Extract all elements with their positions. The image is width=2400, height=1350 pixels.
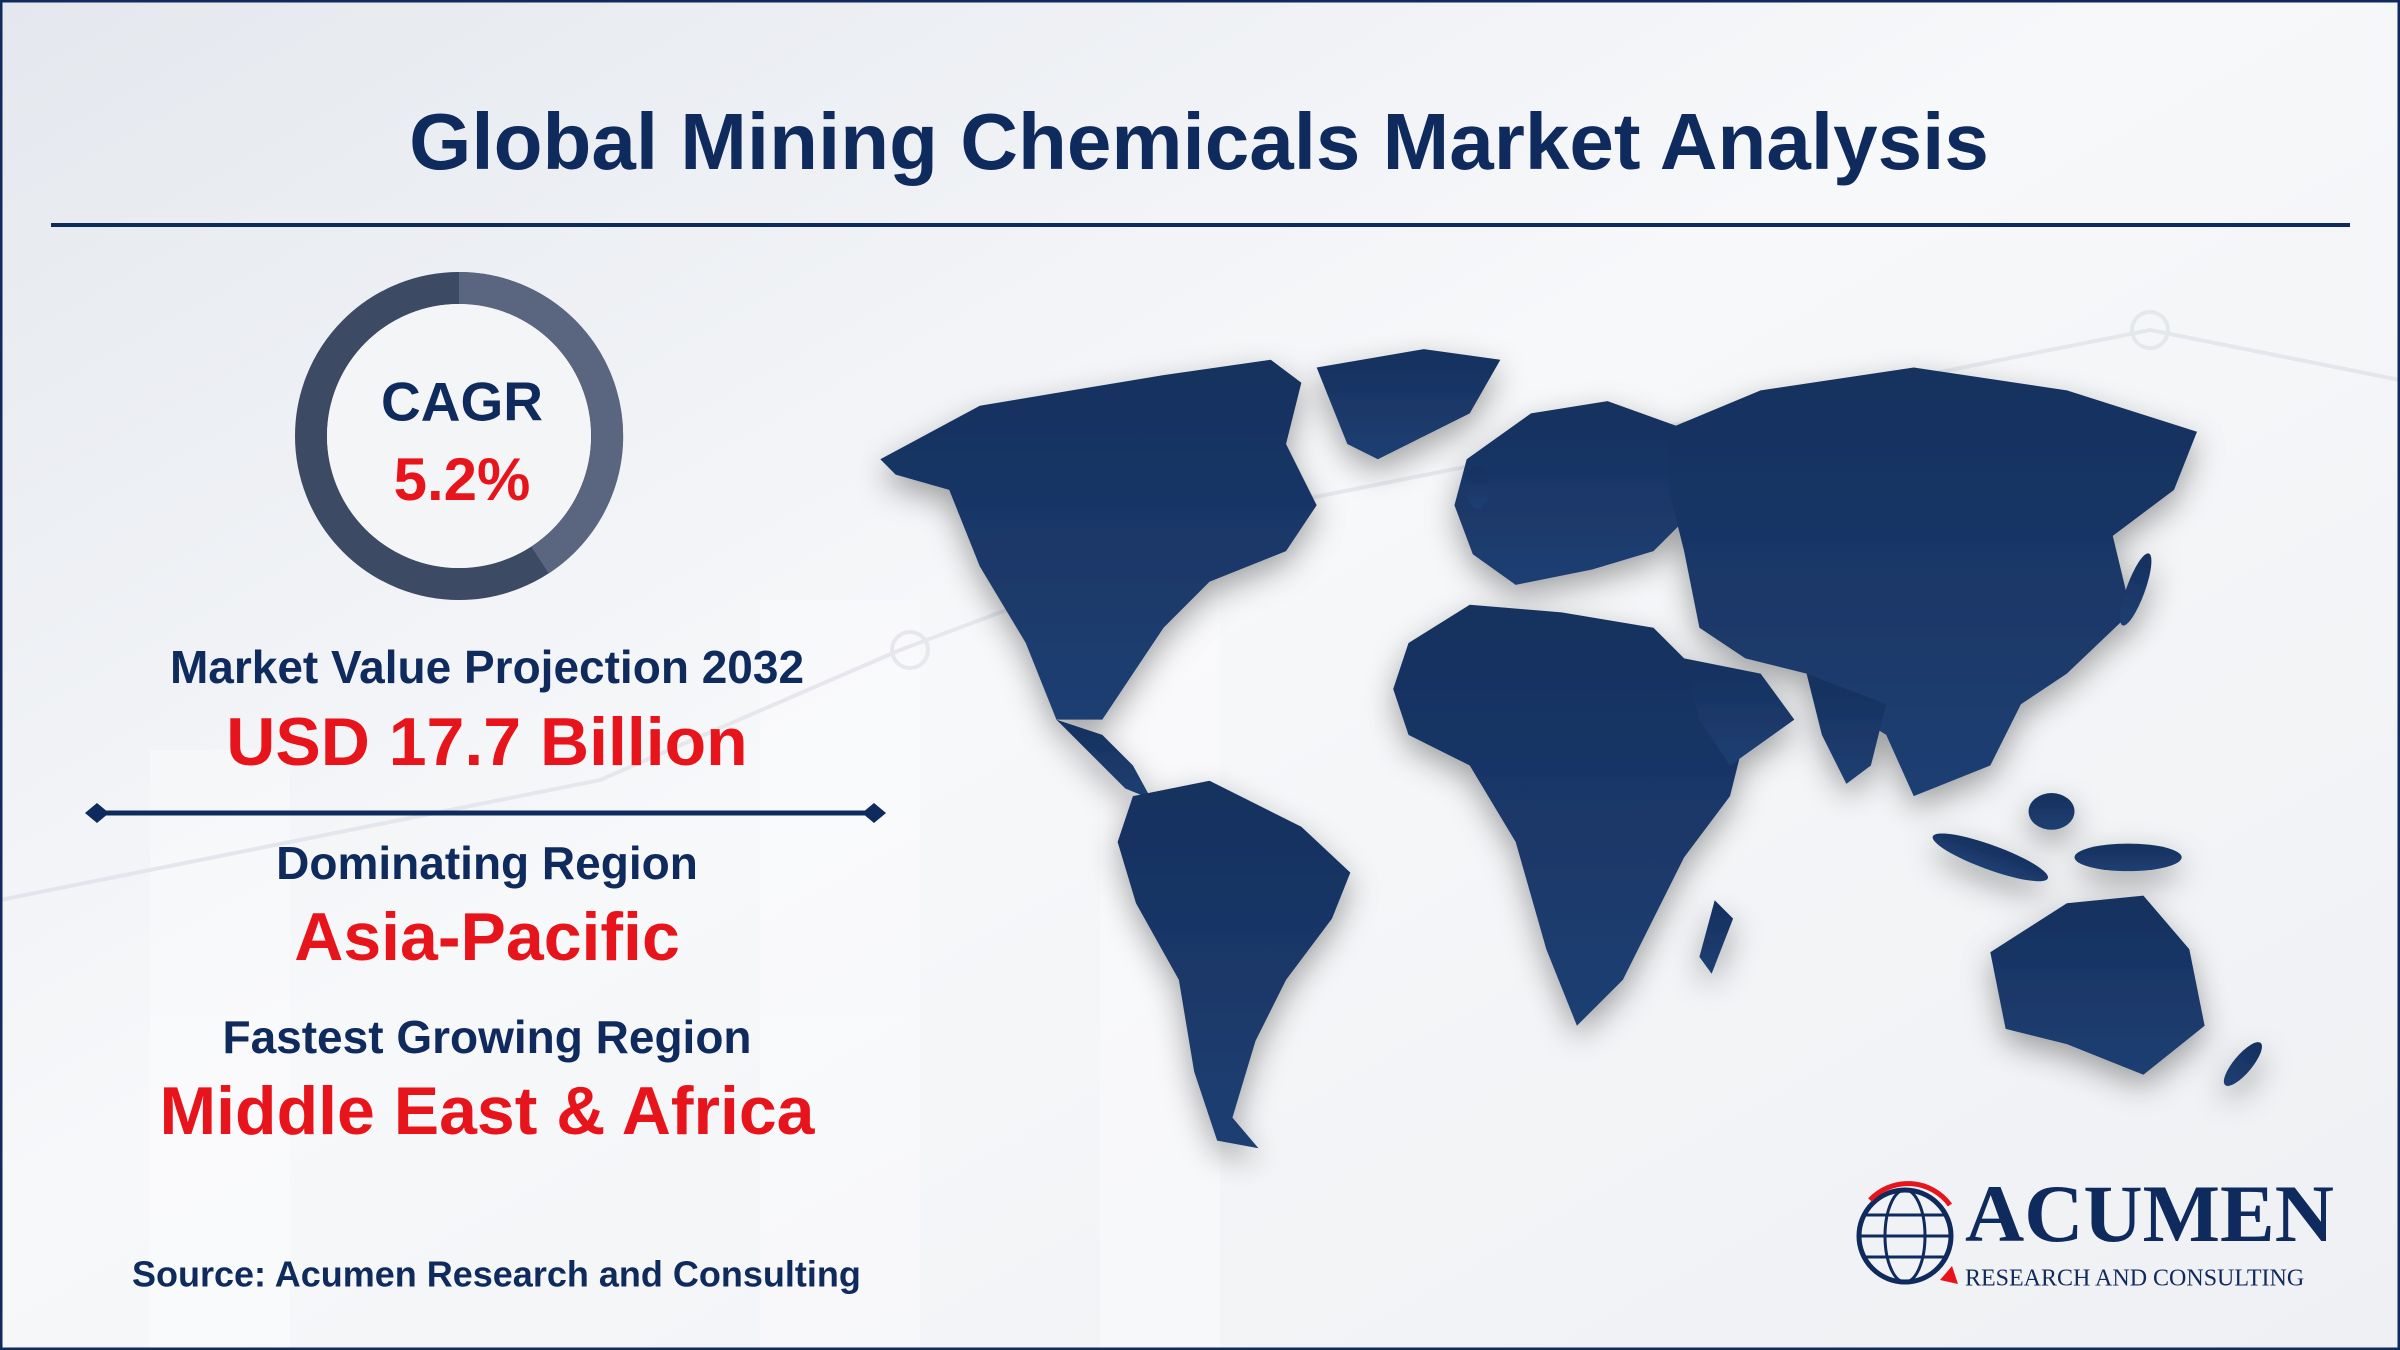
logo: ACUMEN RESEARCH AND CONSULTING xyxy=(1856,1168,2334,1292)
divider xyxy=(85,803,886,823)
cagr-value: 5.2% xyxy=(394,446,531,513)
cagr-label: CAGR xyxy=(381,371,543,433)
cagr-ring xyxy=(295,271,624,600)
dominating-value: Asia-Pacific xyxy=(294,899,680,975)
dominating-label: Dominating Region xyxy=(276,837,698,889)
fastest-label: Fastest Growing Region xyxy=(222,1011,751,1063)
logo-tagline: RESEARCH AND CONSULTING xyxy=(1965,1266,2304,1292)
logo-name: ACUMEN xyxy=(1965,1168,2334,1259)
world-map xyxy=(880,349,2262,1149)
projection-value: USD 17.7 Billion xyxy=(226,704,747,780)
fastest-value: Middle East & Africa xyxy=(160,1073,816,1149)
projection-label: Market Value Projection 2032 xyxy=(170,641,804,693)
title: Global Mining Chemicals Market Analysis xyxy=(409,97,1989,186)
source: Source: Acumen Research and Consulting xyxy=(132,1254,861,1295)
